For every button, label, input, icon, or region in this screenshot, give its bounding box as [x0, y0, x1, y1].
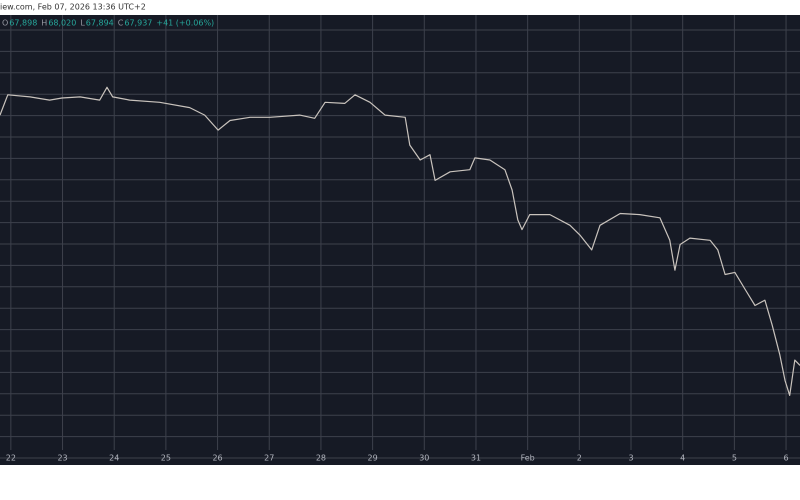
- x-tick-label: 23: [57, 454, 67, 463]
- change: +41 (+0.06%): [156, 19, 214, 28]
- ohlc-value: 67,894: [86, 19, 114, 28]
- ohlc-value: 68,020: [48, 19, 76, 28]
- x-tick-label: 30: [419, 454, 429, 463]
- ohlc-label: C: [118, 19, 124, 28]
- x-tick-label: 27: [264, 454, 274, 463]
- price-line: [0, 86, 800, 396]
- plot-background: [0, 15, 800, 465]
- top-bar: [0, 0, 800, 15]
- ohlc-label: L: [80, 19, 85, 28]
- x-tick-label: 31: [471, 454, 481, 463]
- x-tick-label: 5: [732, 454, 737, 463]
- ohlc-value: 67,937: [124, 19, 152, 28]
- x-tick-label: Feb: [521, 454, 535, 463]
- x-tick-label: 25: [161, 454, 171, 463]
- x-tick-label: 2: [577, 454, 582, 463]
- header-source: iew.com, Feb 07, 2026 13:36 UTC+2: [0, 3, 146, 12]
- grid: [0, 15, 800, 459]
- x-tick-label: 4: [680, 454, 685, 463]
- x-tick-label: 28: [316, 454, 326, 463]
- x-tick-label: 24: [109, 454, 119, 463]
- ohlc-label: H: [41, 19, 47, 28]
- x-tick-label: 6: [783, 454, 788, 463]
- x-tick-label: 22: [6, 454, 16, 463]
- x-tick-label: 26: [212, 454, 222, 463]
- ohlc-value: 67,898: [9, 19, 37, 28]
- ohlc-label: O: [2, 19, 8, 28]
- x-tick-label: 3: [628, 454, 633, 463]
- x-tick-label: 29: [368, 454, 378, 463]
